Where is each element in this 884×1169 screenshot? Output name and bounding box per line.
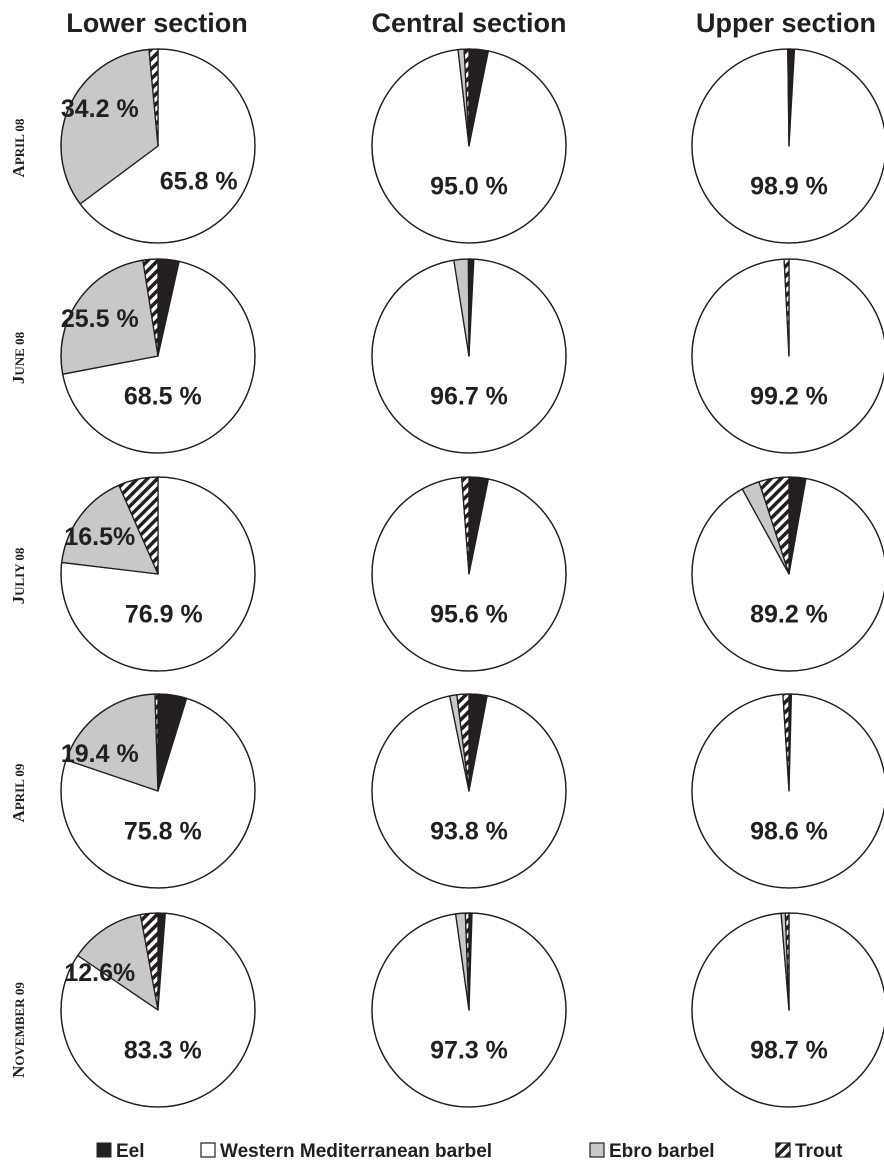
- pie-outline-upper-r1: [691, 48, 884, 244]
- pie-outline-upper-r3: [691, 476, 884, 672]
- pie-label-lower-r2-wmb: 68.5 %: [124, 383, 202, 411]
- pie-outline-lower-r4: [60, 693, 256, 889]
- pie-outline-lower-r1: [60, 48, 256, 244]
- pie-outline-central-r2: [371, 258, 567, 454]
- pie-outline-lower-r3: [60, 476, 256, 672]
- row-label-july-08: JULIY 08: [9, 547, 28, 604]
- row-label-november-09: NOVEMBER 09: [9, 982, 28, 1078]
- pie-label-lower-r3-wmb: 76.9 %: [125, 601, 203, 629]
- pie-label-central-r2-wmb: 96.7 %: [430, 383, 508, 411]
- pies-group: 65.8 % 34.2 % 68.5 % 25.5 % 76.9 % 16.5% 75.8 …: [60, 48, 884, 1108]
- pie-label-lower-r4-ebro: 19.4 %: [61, 740, 139, 768]
- pie-label-central-r3-wmb: 95.6 %: [430, 601, 508, 629]
- row-label-april-08: APRIL 08: [9, 118, 28, 177]
- pie-outline-lower-r2: [60, 258, 256, 454]
- pie-label-upper-r1-wmb: 98.9 %: [750, 173, 828, 201]
- pie-label-lower-r5-ebro: 12.6%: [64, 959, 135, 987]
- pie-label-upper-r5-wmb: 98.7 %: [750, 1037, 828, 1065]
- pie-outline-central-r1: [371, 48, 567, 244]
- legend-label-ebro: Ebro barbel: [609, 1141, 715, 1162]
- pie-outline-central-r3: [371, 476, 567, 672]
- pie-slice-central-r2-trout: [467, 258, 470, 357]
- pie-label-central-r1-wmb: 95.0 %: [430, 173, 508, 201]
- pie-label-lower-r1-wmb: 65.8 %: [160, 168, 238, 196]
- legend-swatch-ebro: [589, 1142, 605, 1158]
- legend-label-wmb: Western Mediterranean barbel: [220, 1141, 492, 1162]
- pie-label-upper-r4-wmb: 98.6 %: [750, 818, 828, 846]
- pie-label-upper-r2-wmb: 99.2 %: [750, 383, 828, 411]
- row-label-june-08: JUNE 08: [9, 331, 28, 384]
- pie-label-lower-r1-ebro: 34.2 %: [61, 95, 139, 123]
- column-title-central: Central section: [371, 8, 566, 38]
- column-title-lower: Lower section: [66, 8, 248, 38]
- pie-label-lower-r3-ebro: 16.5%: [64, 523, 135, 551]
- pie-label-lower-r5-wmb: 83.3 %: [124, 1037, 202, 1065]
- legend-swatch-trout: [775, 1142, 791, 1158]
- legend-label-trout: Trout: [795, 1141, 843, 1162]
- pie-label-lower-r2-ebro: 25.5 %: [61, 305, 139, 333]
- pie-label-central-r5-wmb: 97.3 %: [430, 1037, 508, 1065]
- pie-outline-central-r5: [371, 912, 567, 1108]
- pie-outline-central-r4: [371, 693, 567, 889]
- pie-outline-upper-r4: [691, 693, 884, 889]
- pie-outline-upper-r5: [691, 912, 884, 1108]
- pie-outline-upper-r2: [691, 258, 884, 454]
- legend: Eel Western Mediterranean barbel Ebro ba…: [96, 1141, 843, 1162]
- legend-swatch-eel: [96, 1142, 112, 1158]
- pie-label-central-r4-wmb: 93.8 %: [430, 818, 508, 846]
- pie-label-upper-r3-wmb: 89.2 %: [750, 601, 828, 629]
- row-label-april-09: APRIL 09: [9, 763, 28, 822]
- legend-label-eel: Eel: [116, 1141, 145, 1162]
- pie-label-lower-r4-wmb: 75.8 %: [124, 818, 202, 846]
- column-title-upper: Upper section: [696, 8, 876, 38]
- pie-outline-lower-r5: [60, 912, 256, 1108]
- legend-swatch-wmb: [200, 1142, 216, 1158]
